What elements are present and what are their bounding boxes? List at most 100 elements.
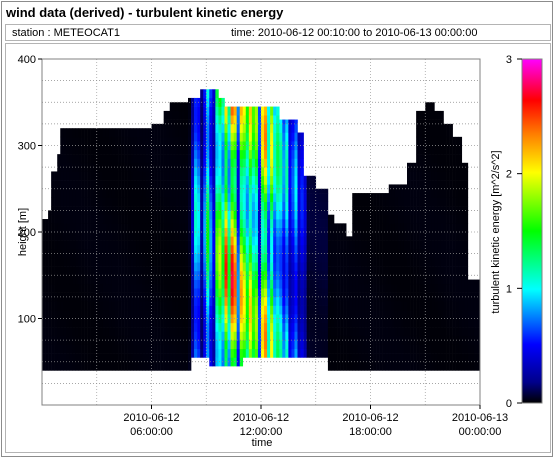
heatmap-cell	[379, 240, 383, 250]
heatmap-cell	[410, 301, 414, 311]
heatmap-cell	[233, 227, 237, 237]
heatmap-cell	[151, 223, 155, 233]
heatmap-cell	[267, 123, 271, 133]
heatmap-cell	[410, 327, 414, 337]
heatmap-cell	[75, 275, 79, 285]
heatmap-cell	[230, 115, 234, 125]
heatmap-cell	[264, 106, 268, 116]
heatmap-cell	[99, 318, 104, 328]
heatmap-cell	[407, 283, 411, 293]
heatmap-cell	[297, 219, 301, 228]
heatmap-cell	[364, 361, 368, 371]
heatmap-cell	[315, 188, 320, 194]
heatmap-cell	[446, 249, 450, 259]
heatmap-cell	[239, 149, 244, 159]
heatmap-cell	[315, 348, 320, 358]
heatmap-cell	[440, 257, 444, 267]
heatmap-cell	[181, 145, 186, 155]
heatmap-cell	[72, 162, 76, 172]
heatmap-cell	[102, 257, 107, 267]
heatmap-cell	[473, 318, 478, 328]
heatmap-cell	[273, 149, 277, 159]
heatmap-cell	[66, 361, 70, 371]
heatmap-cell	[443, 309, 447, 319]
heatmap-cell	[440, 361, 444, 371]
heatmap-cell	[279, 270, 283, 280]
heatmap-cell	[230, 244, 234, 254]
heatmap-cell	[248, 210, 253, 220]
heatmap-cell	[42, 275, 46, 285]
heatmap-cell	[72, 214, 76, 224]
heatmap-cell	[224, 184, 228, 194]
heatmap-cell	[428, 309, 432, 319]
heatmap-cell	[361, 327, 365, 337]
heatmap-cell	[178, 361, 183, 371]
heatmap-cell	[215, 115, 219, 125]
heatmap-cell	[78, 232, 82, 241]
heatmap-cell	[464, 309, 469, 319]
heatmap-cell	[93, 232, 98, 241]
heatmap-cell	[233, 123, 237, 133]
heatmap-cell	[42, 266, 46, 276]
heatmap-cell	[63, 180, 67, 190]
heatmap-cell	[224, 296, 228, 306]
heatmap-cell	[163, 223, 168, 233]
heatmap-cell	[42, 283, 46, 293]
heatmap-cell	[300, 158, 304, 168]
heatmap-cell	[309, 210, 314, 220]
heatmap-cell	[203, 253, 207, 263]
heatmap-cell	[254, 253, 259, 263]
heatmap-cell	[346, 335, 350, 345]
heatmap-cell	[391, 301, 396, 311]
heatmap-cell	[355, 361, 359, 371]
heatmap-cell	[157, 353, 161, 363]
heatmap-cell	[400, 197, 405, 207]
heatmap-cell	[388, 283, 393, 293]
heatmap-cell	[425, 240, 429, 250]
heatmap-cell	[90, 344, 95, 354]
heatmap-cell	[257, 193, 262, 203]
heatmap-cell	[121, 292, 125, 302]
heatmap-cell	[397, 283, 402, 293]
heatmap-cell	[464, 162, 469, 172]
heatmap-cell	[309, 236, 314, 246]
heatmap-cell	[376, 318, 380, 328]
heatmap-cell	[388, 266, 393, 276]
heatmap-cell	[178, 344, 183, 354]
heatmap-cell	[291, 348, 295, 358]
heatmap-cell	[428, 197, 432, 207]
heatmap-cell	[102, 223, 107, 233]
heatmap-cell	[184, 240, 189, 250]
heatmap-cell	[461, 318, 466, 328]
heatmap-cell	[455, 240, 460, 250]
heatmap-cell	[452, 197, 456, 207]
heatmap-cell	[334, 249, 338, 259]
heatmap-cell	[413, 344, 417, 354]
heatmap-cell	[60, 154, 64, 164]
heatmap-cell	[343, 353, 347, 363]
heatmap-cell	[425, 275, 429, 285]
heatmap-cell	[66, 128, 70, 138]
heatmap-cell	[191, 175, 195, 185]
heatmap-cell	[242, 141, 247, 151]
heatmap-cell	[60, 344, 64, 354]
heatmap-cell	[440, 309, 444, 319]
heatmap-cell	[75, 206, 79, 215]
heatmap-cell	[160, 327, 164, 337]
heatmap-cell	[294, 184, 298, 194]
heatmap-cell	[48, 275, 52, 285]
heatmap-cell	[184, 283, 189, 293]
heatmap-cell	[276, 236, 280, 246]
heatmap-cell	[370, 275, 374, 285]
heatmap-cell	[78, 353, 82, 363]
heatmap-cell	[443, 214, 447, 224]
heatmap-cell	[124, 361, 128, 371]
heatmap-cell	[455, 232, 460, 241]
heatmap-cell	[248, 141, 253, 151]
heatmap-cell	[279, 158, 283, 168]
heatmap-cell	[200, 236, 204, 246]
heatmap-cell	[434, 171, 438, 181]
heatmap-cell	[215, 141, 219, 151]
heatmap-cell	[376, 275, 380, 285]
heatmap-cell	[264, 193, 268, 203]
